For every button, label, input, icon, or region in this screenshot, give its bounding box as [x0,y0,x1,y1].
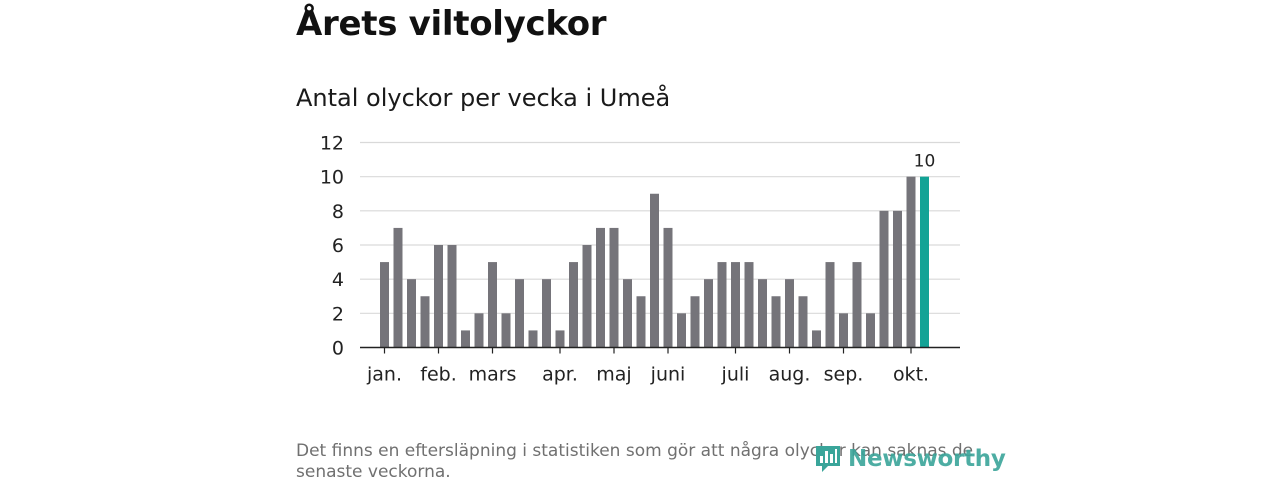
bar [434,245,443,348]
x-tick-label: sep. [824,364,864,386]
bar [798,296,808,348]
bar [582,245,592,348]
bar [744,262,754,348]
y-tick-label: 0 [332,338,344,360]
bar [501,313,511,348]
bar [515,279,524,348]
bar [785,279,794,348]
bar [623,279,632,348]
bar [839,313,848,348]
footnote: Det finns en eftersläpning i statistiken… [296,441,974,482]
y-tick-label: 8 [332,201,344,223]
bar [420,296,430,348]
chart-subtitle: Antal olyckor per vecka i Umeå [296,84,671,112]
brand-name: Newsworthy [848,446,1006,472]
bar [488,262,497,348]
bar [825,262,835,348]
bar-chart: 0 2 4 6 8 10 12 10 jan. feb. mars apr. maj juni juli au… [320,133,960,386]
bar [704,279,713,348]
bar [906,176,916,348]
bar [609,227,619,348]
bar [461,330,470,348]
x-tick-label: juli [721,364,750,386]
chart-title: Årets viltolyckor [296,4,607,44]
bar [866,313,875,348]
newsworthy-logo: Newsworthy [814,444,1006,474]
y-tick-label: 2 [332,303,344,325]
bar [596,227,605,348]
bar [771,296,781,348]
x-tick-label: feb. [420,364,456,386]
y-tick-label: 10 [320,167,344,189]
x-tick-label: juni [650,364,686,386]
bar [474,313,484,348]
x-tick-label: apr. [542,364,578,386]
bar [528,330,538,348]
bar [650,193,659,348]
bar-chart-logo-icon [816,446,840,472]
x-tick-label: okt. [893,364,929,386]
bar [447,245,457,348]
y-tick-label: 6 [332,235,344,257]
bar [717,262,727,348]
bar [542,279,551,348]
bar [677,313,686,348]
bar [569,262,578,348]
bar [812,330,821,348]
x-tick-label: jan. [366,364,402,386]
bar-highlight [920,176,929,348]
bar [879,210,889,348]
y-tick-label: 4 [332,269,344,291]
bar [393,227,403,348]
bar [555,330,565,348]
bar [380,262,389,348]
bar [893,210,902,348]
bar-value-label: 10 [914,152,936,172]
y-tick-label: 12 [320,133,344,155]
x-tick-label: aug. [769,364,811,386]
bar [731,262,740,348]
bar [407,279,416,348]
bar [663,227,673,348]
x-tick-label: maj [596,364,631,386]
bar [636,296,646,348]
bar [758,279,767,348]
x-tick-label: mars [469,364,517,386]
bar [690,296,700,348]
bar [852,262,862,348]
